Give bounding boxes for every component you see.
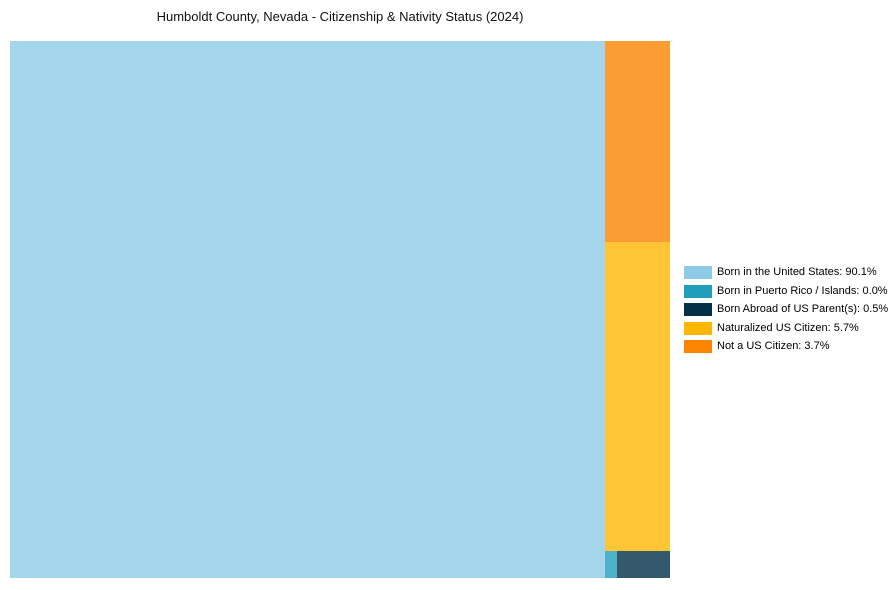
treemap-cell-born-abroad-of-us-parents <box>617 551 670 578</box>
chart-title: Humboldt County, Nevada - Citizenship & … <box>156 9 524 24</box>
legend: Born in the United States: 90.1% Born in… <box>684 266 888 353</box>
legend-label: Naturalized US Citizen: 5.7% <box>717 321 859 334</box>
legend-label: Born Abroad of US Parent(s): 0.5% <box>717 303 889 315</box>
treemap-cell-naturalized-us-citizen <box>605 242 670 551</box>
legend-item-not-a-us-citizen: Not a US Citizen: 3.7% <box>684 340 888 353</box>
legend-item-naturalized-us-citizen: Naturalized US Citizen: 5.7% <box>684 321 888 335</box>
legend-swatch-born-in-the-united-states <box>684 266 712 279</box>
legend-swatch-not-a-us-citizen <box>684 340 712 353</box>
legend-label: Born in the United States: 90.1% <box>717 266 877 278</box>
legend-swatch-born-abroad-of-us-parents <box>684 303 712 316</box>
legend-swatch-naturalized-us-citizen <box>684 321 712 335</box>
treemap-plot <box>10 41 670 578</box>
treemap-cell-born-in-the-united-states <box>10 41 605 578</box>
legend-swatch-born-in-puerto-rico-islands <box>684 284 712 298</box>
legend-item-born-in-the-united-states: Born in the United States: 90.1% <box>684 266 888 279</box>
legend-item-born-in-puerto-rico-islands: Born in Puerto Rico / Islands: 0.0% <box>684 284 888 298</box>
legend-label: Born in Puerto Rico / Islands: 0.0% <box>717 284 888 297</box>
legend-label: Not a US Citizen: 3.7% <box>717 340 830 352</box>
legend-item-born-abroad-of-us-parents: Born Abroad of US Parent(s): 0.5% <box>684 303 888 316</box>
treemap-cell-born-in-puerto-rico-islands <box>605 551 617 578</box>
treemap-cell-not-a-us-citizen <box>605 41 670 242</box>
